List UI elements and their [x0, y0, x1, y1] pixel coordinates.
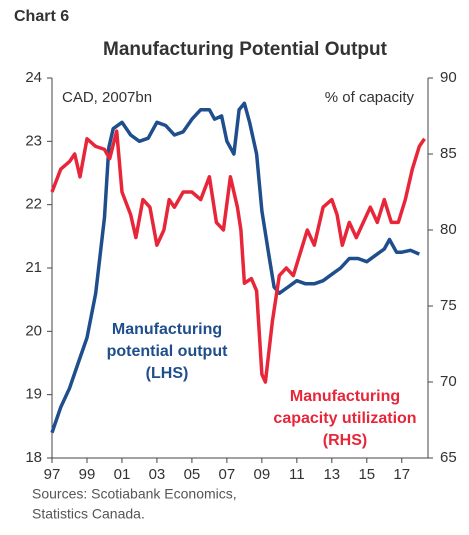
- chart-header: Chart 6: [14, 8, 69, 25]
- y2-tick-label: 75: [440, 297, 457, 314]
- x-tick-label: 13: [323, 466, 340, 483]
- y-tick-label: 20: [25, 322, 42, 339]
- series-label: potential output: [107, 343, 229, 360]
- source-note: Statistics Canada.: [32, 506, 145, 522]
- series-label: Manufacturing: [112, 321, 222, 338]
- x-tick-label: 97: [44, 466, 61, 483]
- series-label: (RHS): [323, 432, 367, 449]
- x-tick-label: 01: [114, 466, 131, 483]
- y-tick-label: 24: [25, 69, 42, 86]
- y-tick-label: 23: [25, 132, 42, 149]
- x-tick-label: 99: [79, 466, 96, 483]
- series-line: [50, 101, 420, 434]
- x-tick-label: 17: [393, 466, 410, 483]
- y-tick-label: 19: [25, 386, 42, 403]
- series-label: capacity utilization: [273, 410, 416, 427]
- y2-axis-label: % of capacity: [325, 89, 415, 106]
- series-label: Manufacturing: [290, 388, 400, 405]
- y-axis-label: CAD, 2007bn: [62, 89, 152, 106]
- x-tick-label: 09: [254, 466, 271, 483]
- y2-tick-label: 70: [440, 373, 457, 390]
- x-tick-label: 07: [219, 466, 236, 483]
- chart-title: Manufacturing Potential Output: [103, 39, 388, 60]
- x-tick-label: 15: [358, 466, 375, 483]
- y-tick-label: 21: [25, 259, 42, 276]
- y-tick-label: 22: [25, 196, 42, 213]
- series-line: [50, 129, 426, 384]
- x-tick-label: 11: [289, 466, 305, 483]
- y2-tick-label: 65: [440, 449, 457, 466]
- y2-tick-label: 85: [440, 145, 457, 162]
- series-label: (LHS): [146, 365, 189, 382]
- source-note: Sources: Scotiabank Economics,: [32, 486, 237, 502]
- y2-tick-label: 90: [440, 69, 457, 86]
- x-tick-label: 05: [184, 466, 201, 483]
- y-tick-label: 18: [25, 449, 42, 466]
- y2-tick-label: 80: [440, 221, 457, 238]
- x-tick-label: 03: [149, 466, 166, 483]
